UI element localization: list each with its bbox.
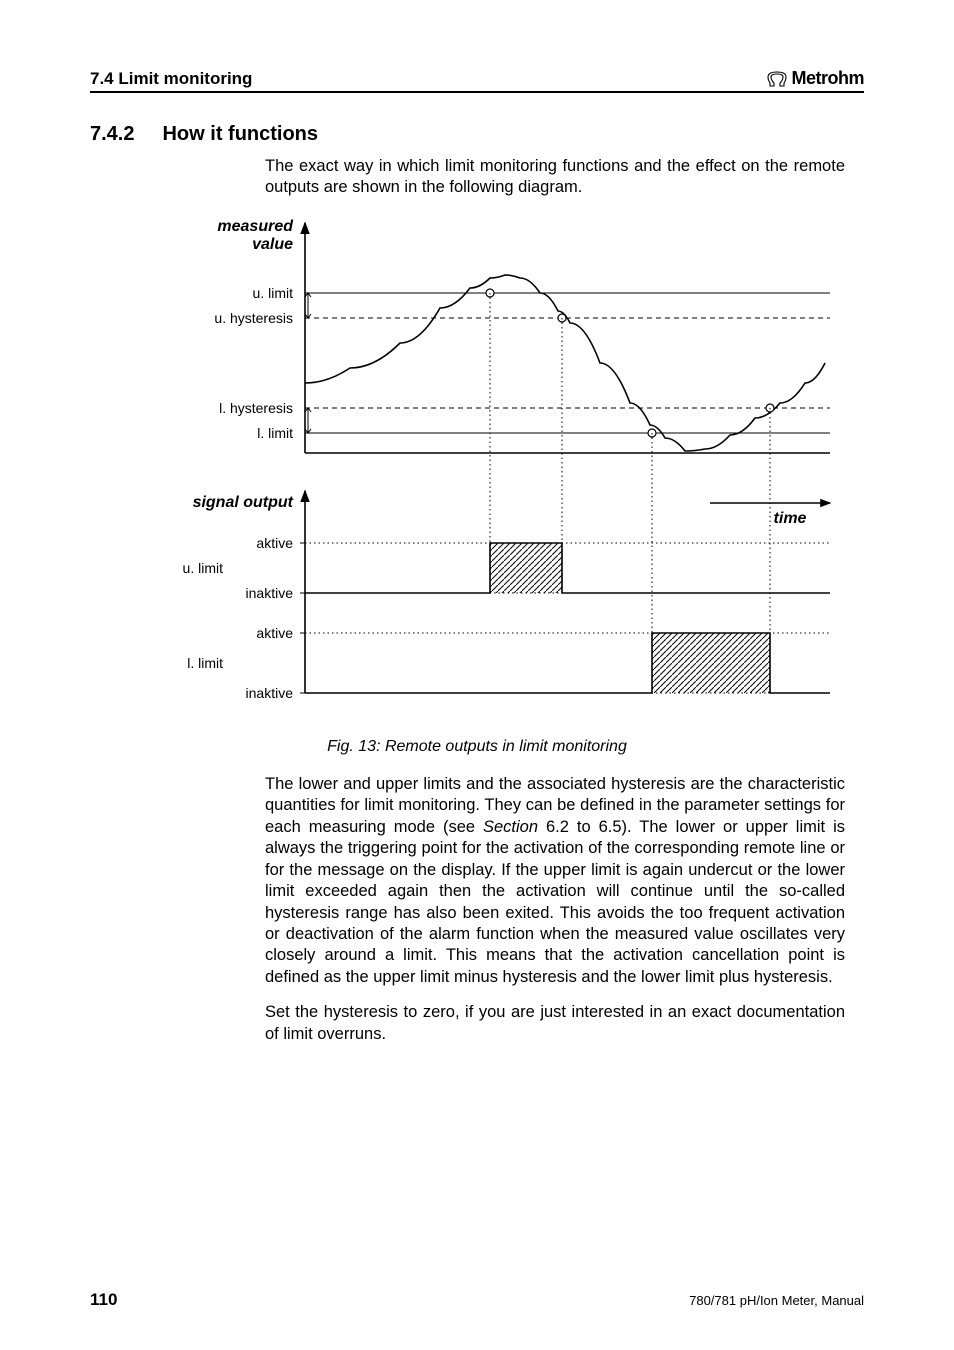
svg-text:aktive: aktive <box>256 535 293 551</box>
svg-text:l. limit: l. limit <box>187 655 223 671</box>
svg-text:value: value <box>252 236 293 253</box>
svg-text:time: time <box>774 510 807 527</box>
section-number: 7.4.2 <box>90 123 134 146</box>
svg-text:aktive: aktive <box>256 625 293 641</box>
page-number: 110 <box>90 1290 117 1310</box>
section-heading: 7.4.2 How it functions <box>90 123 864 146</box>
figure-caption: Fig. 13: Remote outputs in limit monitor… <box>90 738 864 756</box>
paragraph-2-section-ref: Section <box>483 818 538 836</box>
paragraph-2: The lower and upper limits and the assoc… <box>265 774 845 988</box>
header-section-label: 7.4 Limit monitoring <box>90 69 252 89</box>
svg-text:u. hysteresis: u. hysteresis <box>214 310 293 326</box>
svg-text:inaktive: inaktive <box>246 685 294 701</box>
intro-paragraph: The exact way in which limit monitoring … <box>265 156 845 199</box>
svg-text:u. limit: u. limit <box>253 285 294 301</box>
svg-text:l. limit: l. limit <box>257 425 293 441</box>
omega-icon <box>766 70 788 88</box>
svg-text:measured: measured <box>217 218 294 235</box>
svg-text:u. limit: u. limit <box>183 560 224 576</box>
svg-text:inaktive: inaktive <box>246 585 294 601</box>
svg-text:signal output: signal output <box>193 494 294 511</box>
svg-text:l. hysteresis: l. hysteresis <box>219 400 293 416</box>
figure-13: measuredvalue u. limit u. hysteresis l. hys… <box>90 213 864 728</box>
brand-logo: Metrohm <box>766 68 865 89</box>
paragraph-3: Set the hysteresis to zero, if you are j… <box>265 1002 845 1045</box>
page-footer: 110 780/781 pH/Ion Meter, Manual <box>90 1290 864 1310</box>
section-title: How it functions <box>162 123 318 146</box>
paragraph-2b: 6.2 to 6.5). The lower or upper limit is… <box>265 818 845 986</box>
limit-monitoring-diagram: measuredvalue u. limit u. hysteresis l. hys… <box>90 213 860 723</box>
brand-text: Metrohm <box>792 68 865 89</box>
footer-doc-id: 780/781 pH/Ion Meter, Manual <box>689 1293 864 1308</box>
running-header: 7.4 Limit monitoring Metrohm <box>90 68 864 93</box>
